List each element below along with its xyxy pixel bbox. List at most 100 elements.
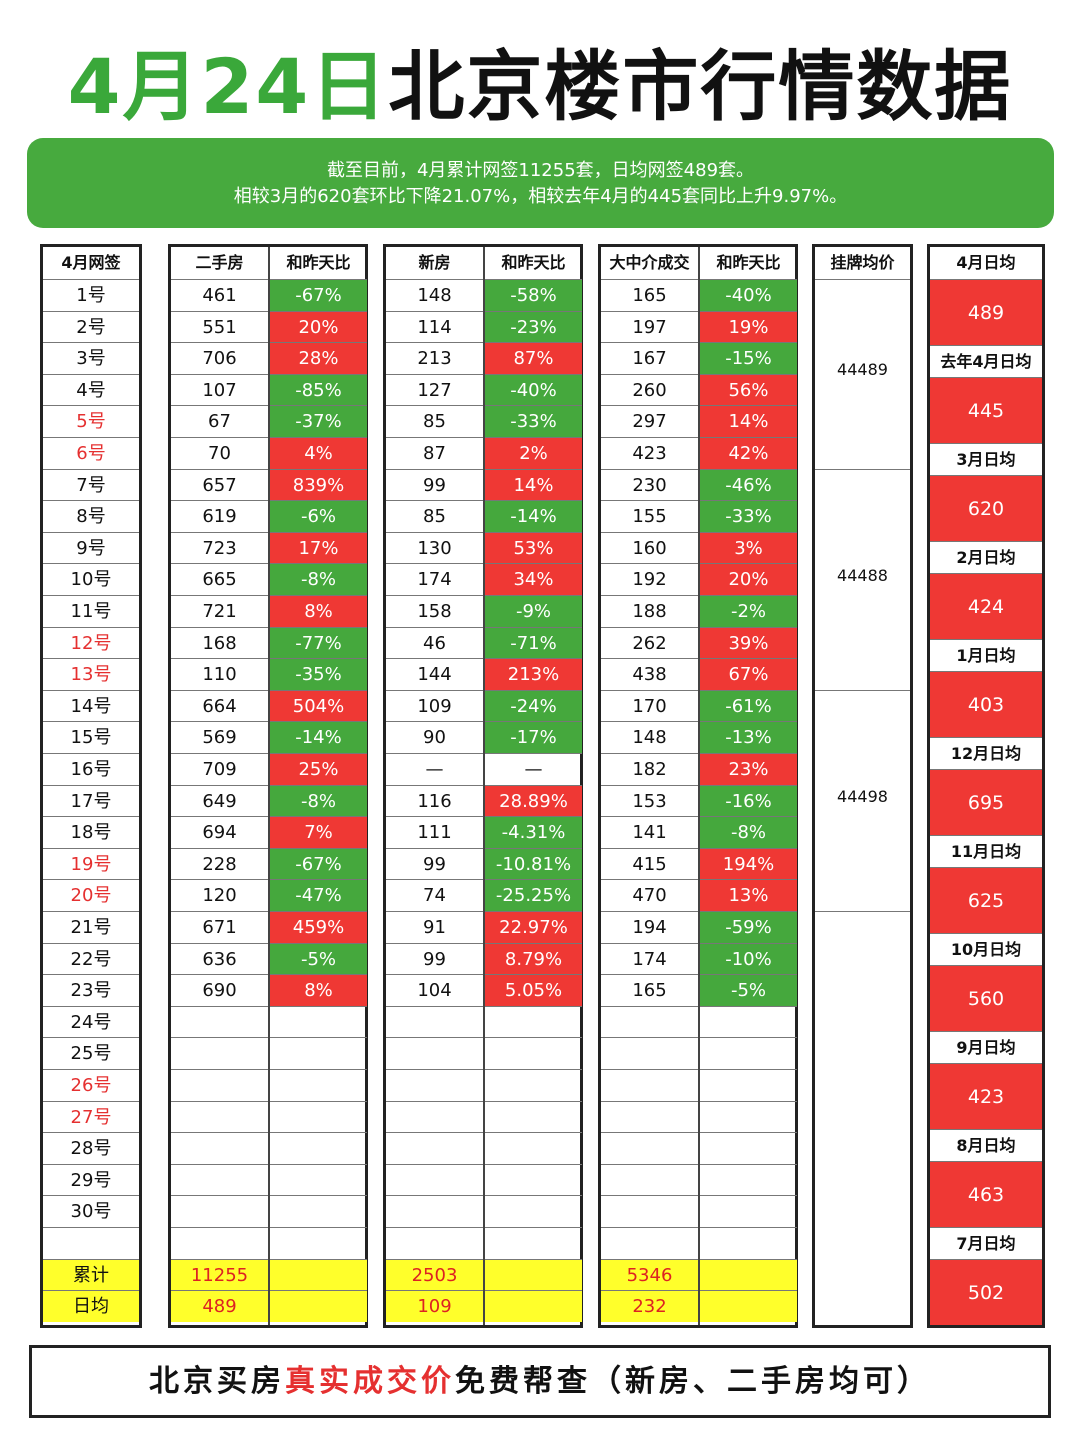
second-hand-change: 8% <box>270 595 367 627</box>
new-house-total: 2503 <box>386 1258 483 1291</box>
new-house-change <box>485 1195 582 1227</box>
new-house-change: 34% <box>485 563 582 595</box>
column-divider <box>483 247 485 1325</box>
new-house-value: 99 <box>386 847 483 880</box>
new-house-total-empty <box>485 1258 582 1291</box>
agency-change-header: 和昨天比 <box>716 253 781 272</box>
new-house-change: 53% <box>485 531 582 564</box>
second-hand-value: 67 <box>171 405 268 437</box>
agency-value <box>601 1132 698 1164</box>
second-hand-change: 7% <box>270 816 367 848</box>
second-hand-value: 723 <box>171 531 268 564</box>
second-hand-total-empty <box>270 1258 367 1291</box>
new-house-change: -10.81% <box>485 847 582 880</box>
agency-change: -2% <box>700 595 797 627</box>
second-hand-value: 671 <box>171 911 268 943</box>
average-value: 489 <box>930 279 1042 345</box>
second-hand-value <box>171 1037 268 1069</box>
date-cell: 19号 <box>43 847 139 880</box>
second-hand-value: 110 <box>171 658 268 690</box>
average-value: 445 <box>930 377 1042 443</box>
date-cell: 24号 <box>43 1005 139 1038</box>
second-hand-change: 17% <box>270 531 367 564</box>
agency-value: 165 <box>601 974 698 1006</box>
agency-total: 5346 <box>601 1258 698 1291</box>
agency-avg-empty <box>700 1290 797 1322</box>
second-hand-change: -37% <box>270 405 367 437</box>
agency-value: 260 <box>601 373 698 406</box>
agency-change: -33% <box>700 500 797 532</box>
listing-price: 44489 <box>815 279 910 469</box>
agency-change: -10% <box>700 942 797 975</box>
new-house-change: -25.25% <box>485 879 582 911</box>
agency-change: -5% <box>700 974 797 1006</box>
new-house-avg: 109 <box>386 1290 483 1322</box>
date-cell: 7号 <box>43 468 139 501</box>
date-cell: 26号 <box>43 1069 139 1101</box>
second-hand-change <box>270 1227 367 1259</box>
footer-highlight: 真实成交价 <box>285 1364 455 1399</box>
average-label: 1月日均 <box>930 639 1042 671</box>
new-house-avg-empty <box>485 1290 582 1322</box>
second-hand-change: -35% <box>270 658 367 690</box>
second-hand-change: -8% <box>270 563 367 595</box>
date-cell: 23号 <box>43 974 139 1006</box>
agency-value: 423 <box>601 437 698 469</box>
avg-label: 日均 <box>43 1290 139 1322</box>
second-hand-change: 25% <box>270 753 367 785</box>
second-hand-change: 839% <box>270 468 367 501</box>
second-hand-value: 70 <box>171 437 268 469</box>
second-hand-value: 636 <box>171 942 268 975</box>
agency-change <box>700 1069 797 1101</box>
second-hand-value <box>171 1100 268 1133</box>
agency-change: 39% <box>700 626 797 659</box>
agency-change: -61% <box>700 689 797 722</box>
agency-value <box>601 1163 698 1196</box>
average-label: 去年4月日均 <box>930 345 1042 377</box>
new-house-value: 90 <box>386 721 483 753</box>
average-label: 9月日均 <box>930 1031 1042 1063</box>
agency-value: 160 <box>601 531 698 564</box>
new-house-value: 74 <box>386 879 483 911</box>
new-house-change: -9% <box>485 595 582 627</box>
second-hand-value: 665 <box>171 563 268 595</box>
new-house-value <box>386 1037 483 1069</box>
new-house-change: — <box>485 753 582 785</box>
second-hand-value: 107 <box>171 373 268 406</box>
date-cell: 1号 <box>43 279 139 311</box>
new-house-change: 2% <box>485 437 582 469</box>
second-hand-value <box>171 1163 268 1196</box>
second-hand-change <box>270 1163 367 1196</box>
agency-change <box>700 1227 797 1259</box>
second-hand-change: 459% <box>270 911 367 943</box>
column-divider <box>698 247 700 1325</box>
agency-value: 415 <box>601 847 698 880</box>
agency-header: 大中介成交 <box>609 253 690 272</box>
new-house-change <box>485 1069 582 1101</box>
agency-change: -8% <box>700 816 797 848</box>
average-label: 10月日均 <box>930 933 1042 965</box>
average-value: 403 <box>930 671 1042 737</box>
agency-change: -59% <box>700 911 797 943</box>
date-cell: 2号 <box>43 310 139 343</box>
average-label: 12月日均 <box>930 737 1042 769</box>
agency-value: 167 <box>601 342 698 374</box>
second-hand-value: 569 <box>171 721 268 753</box>
agency-value: 438 <box>601 658 698 690</box>
new-house-change: 14% <box>485 468 582 501</box>
date-cell: 20号 <box>43 879 139 911</box>
date-cell: 5号 <box>43 405 139 437</box>
new-house-change <box>485 1100 582 1133</box>
second-hand-value <box>171 1005 268 1038</box>
second-hand-change <box>270 1195 367 1227</box>
footer-banner[interactable]: 北京买房真实成交价免费帮查（新房、二手房均可） <box>29 1345 1051 1418</box>
date-cell: 13号 <box>43 658 139 690</box>
date-cell: 10号 <box>43 563 139 595</box>
second-hand-value: 694 <box>171 816 268 848</box>
new-house-value: 99 <box>386 942 483 975</box>
date-cell: 16号 <box>43 753 139 785</box>
new-house-value: 46 <box>386 626 483 659</box>
second-hand-change: -67% <box>270 847 367 880</box>
new-house-change: -4.31% <box>485 816 582 848</box>
date-cell: 8号 <box>43 500 139 532</box>
